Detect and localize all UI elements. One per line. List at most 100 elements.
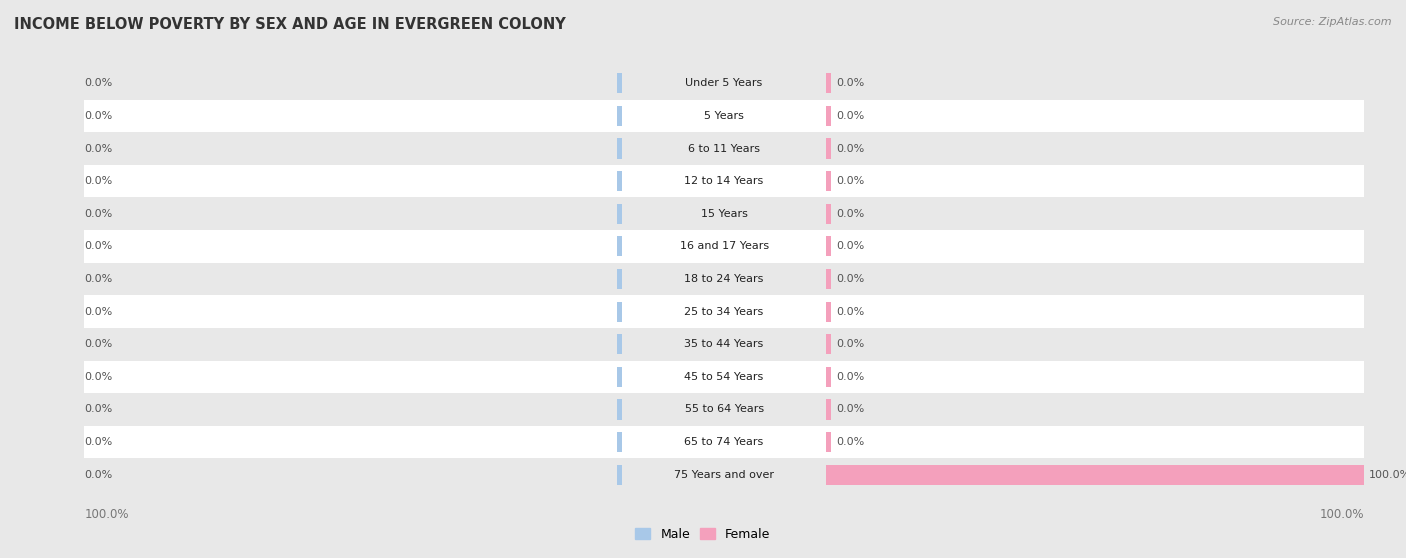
Bar xyxy=(621,295,827,328)
Text: 15 Years: 15 Years xyxy=(700,209,748,219)
Bar xyxy=(621,393,827,426)
Text: 65 to 74 Years: 65 to 74 Years xyxy=(685,437,763,447)
Bar xyxy=(827,236,831,257)
Bar xyxy=(827,360,1364,393)
Bar xyxy=(621,360,827,393)
Text: 0.0%: 0.0% xyxy=(84,470,112,480)
Text: 18 to 24 Years: 18 to 24 Years xyxy=(685,274,763,284)
Text: INCOME BELOW POVERTY BY SEX AND AGE IN EVERGREEN COLONY: INCOME BELOW POVERTY BY SEX AND AGE IN E… xyxy=(14,17,565,32)
Bar xyxy=(827,138,831,158)
Text: 0.0%: 0.0% xyxy=(84,372,112,382)
Bar xyxy=(617,171,621,191)
Bar xyxy=(827,367,831,387)
Text: 25 to 34 Years: 25 to 34 Years xyxy=(685,307,763,316)
Bar xyxy=(621,426,827,459)
Text: 0.0%: 0.0% xyxy=(84,176,112,186)
Text: 35 to 44 Years: 35 to 44 Years xyxy=(685,339,763,349)
Bar xyxy=(621,230,827,263)
Text: 5 Years: 5 Years xyxy=(704,111,744,121)
Text: 0.0%: 0.0% xyxy=(837,78,865,88)
Bar xyxy=(827,99,1364,132)
Text: 0.0%: 0.0% xyxy=(837,274,865,284)
Bar xyxy=(827,269,831,289)
Bar xyxy=(84,230,621,263)
Text: 55 to 64 Years: 55 to 64 Years xyxy=(685,405,763,415)
Bar xyxy=(621,198,827,230)
Text: Source: ZipAtlas.com: Source: ZipAtlas.com xyxy=(1274,17,1392,27)
Bar xyxy=(621,263,827,295)
Bar xyxy=(621,165,827,198)
Bar xyxy=(84,328,621,360)
Text: 0.0%: 0.0% xyxy=(837,176,865,186)
Bar xyxy=(827,328,1364,360)
Bar xyxy=(827,230,1364,263)
Bar xyxy=(84,263,621,295)
Text: 0.0%: 0.0% xyxy=(84,307,112,316)
Text: 0.0%: 0.0% xyxy=(837,372,865,382)
Bar xyxy=(827,67,1364,99)
Text: 100.0%: 100.0% xyxy=(1369,470,1406,480)
Bar xyxy=(827,204,831,224)
Bar xyxy=(827,132,1364,165)
Bar xyxy=(621,132,827,165)
Bar xyxy=(617,334,621,354)
Bar xyxy=(827,295,1364,328)
Bar xyxy=(827,301,831,322)
Text: 0.0%: 0.0% xyxy=(837,143,865,153)
Bar xyxy=(827,73,831,93)
Bar xyxy=(621,459,827,491)
Text: 0.0%: 0.0% xyxy=(837,209,865,219)
Bar xyxy=(84,459,621,491)
Text: 100.0%: 100.0% xyxy=(1319,508,1364,521)
Text: 0.0%: 0.0% xyxy=(837,111,865,121)
Text: 0.0%: 0.0% xyxy=(84,339,112,349)
Bar xyxy=(827,263,1364,295)
Text: 0.0%: 0.0% xyxy=(84,242,112,251)
Bar xyxy=(621,67,827,99)
Bar xyxy=(827,459,1364,491)
Bar xyxy=(84,67,621,99)
Bar xyxy=(84,295,621,328)
Bar xyxy=(827,334,831,354)
Bar xyxy=(617,367,621,387)
Bar xyxy=(617,269,621,289)
Text: Under 5 Years: Under 5 Years xyxy=(686,78,762,88)
Bar xyxy=(617,400,621,420)
Text: 0.0%: 0.0% xyxy=(84,209,112,219)
Bar xyxy=(84,426,621,459)
Text: 75 Years and over: 75 Years and over xyxy=(673,470,775,480)
Text: 0.0%: 0.0% xyxy=(837,339,865,349)
Bar xyxy=(84,198,621,230)
Bar xyxy=(84,393,621,426)
Bar xyxy=(621,99,827,132)
Bar xyxy=(827,465,1364,485)
Bar xyxy=(84,132,621,165)
Bar xyxy=(617,465,621,485)
Bar xyxy=(84,360,621,393)
Text: 0.0%: 0.0% xyxy=(84,405,112,415)
Bar xyxy=(827,198,1364,230)
Bar xyxy=(617,301,621,322)
Bar xyxy=(827,165,1364,198)
Text: 0.0%: 0.0% xyxy=(84,111,112,121)
Bar xyxy=(617,432,621,452)
Bar xyxy=(84,165,621,198)
Bar xyxy=(84,99,621,132)
Bar xyxy=(827,400,831,420)
Text: 0.0%: 0.0% xyxy=(84,274,112,284)
Text: 45 to 54 Years: 45 to 54 Years xyxy=(685,372,763,382)
Text: 0.0%: 0.0% xyxy=(837,242,865,251)
Text: 16 and 17 Years: 16 and 17 Years xyxy=(679,242,769,251)
Legend: Male, Female: Male, Female xyxy=(630,523,776,546)
Bar xyxy=(827,393,1364,426)
Bar xyxy=(827,106,831,126)
Bar xyxy=(617,106,621,126)
Text: 0.0%: 0.0% xyxy=(837,405,865,415)
Text: 0.0%: 0.0% xyxy=(84,437,112,447)
Bar xyxy=(617,236,621,257)
Bar xyxy=(827,432,831,452)
Bar xyxy=(827,426,1364,459)
Text: 12 to 14 Years: 12 to 14 Years xyxy=(685,176,763,186)
Text: 0.0%: 0.0% xyxy=(837,307,865,316)
Text: 0.0%: 0.0% xyxy=(84,78,112,88)
